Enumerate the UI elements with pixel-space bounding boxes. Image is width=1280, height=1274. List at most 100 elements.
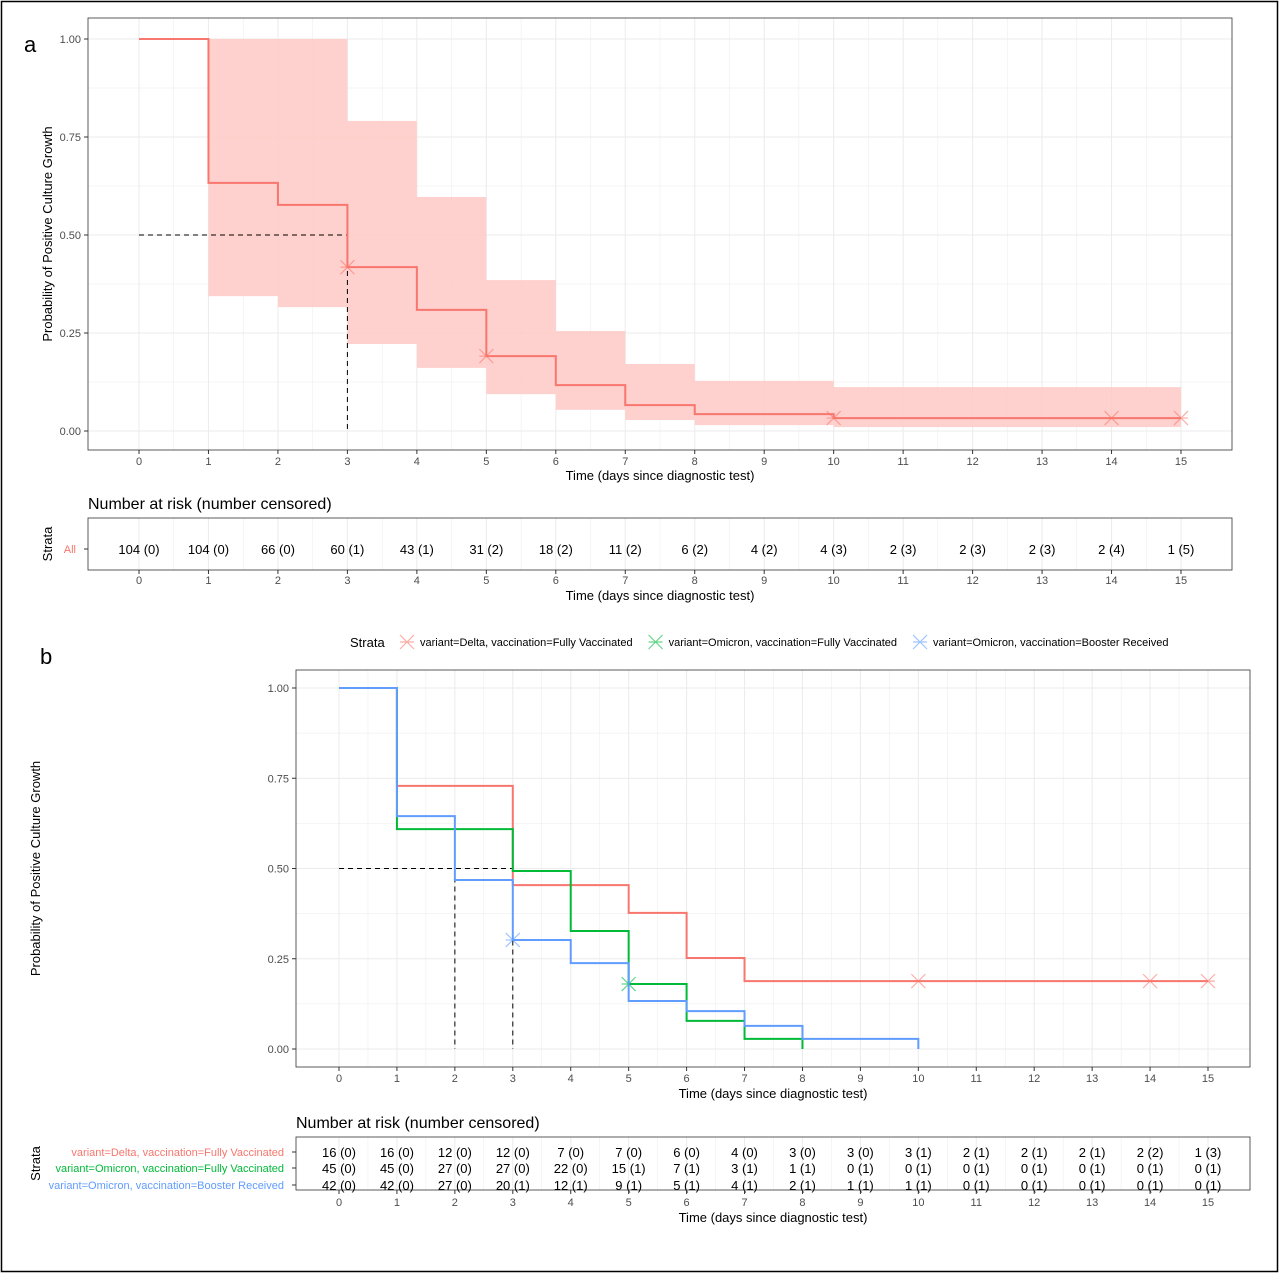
- risk-cell: 4 (1): [731, 1178, 758, 1193]
- x-tick-label: 3: [344, 456, 350, 468]
- risk-cell: 6 (0): [673, 1145, 700, 1160]
- risk-cell: 7 (0): [615, 1145, 642, 1160]
- legend-entry: variant=Omicron, vaccination=Fully Vacci…: [669, 637, 897, 649]
- risk-cell: 9 (1): [615, 1178, 642, 1193]
- y-tick-label: 0.75: [60, 132, 81, 144]
- risk-cell: 2 (3): [1029, 542, 1056, 557]
- x-tick-label: 3: [344, 575, 350, 587]
- survival-curve-1: [339, 687, 804, 1049]
- risk-cell: 22 (0): [554, 1161, 588, 1176]
- risk-cell: 7 (1): [673, 1161, 700, 1176]
- risk-cell: 45 (0): [322, 1161, 356, 1176]
- x-tick-label: 14: [1105, 575, 1117, 587]
- x-tick-label: 0: [336, 1197, 342, 1209]
- risk-cell: 18 (2): [539, 542, 573, 557]
- x-tick-label: 15: [1175, 456, 1187, 468]
- x-tick-label: 10: [828, 456, 840, 468]
- x-tick-label: 5: [626, 1073, 632, 1085]
- censor-mark: [910, 973, 926, 989]
- risk-table: Number at risk (number censored)All 104 (…: [40, 496, 1233, 603]
- risk-cell: 0 (1): [963, 1161, 990, 1176]
- x-tick-label: 7: [741, 1073, 747, 1085]
- censor-mark: [1200, 973, 1216, 989]
- x-tick-label: 9: [761, 575, 767, 587]
- x-tick-label: 8: [692, 575, 698, 587]
- risk-cell: 42 (0): [322, 1178, 356, 1193]
- risk-cell: 0 (1): [1195, 1161, 1222, 1176]
- confidence-band-segment: [208, 39, 278, 297]
- y-tick-label: 0.50: [268, 864, 289, 876]
- risk-cell: 0 (1): [1079, 1161, 1106, 1176]
- risk-table-title: Number at risk (number censored): [296, 1115, 540, 1132]
- censor-mark: [1104, 410, 1119, 426]
- x-tick-label: 6: [553, 575, 559, 587]
- risk-cell: 4 (3): [820, 542, 847, 557]
- risk-cell: 3 (1): [905, 1145, 932, 1160]
- risk-cell: 1 (3): [1195, 1145, 1222, 1160]
- x-tick-label: 3: [510, 1073, 516, 1085]
- risk-cell: 1 (1): [905, 1178, 932, 1193]
- x-tick-label: 4: [568, 1197, 574, 1209]
- x-tick-label: 6: [553, 456, 559, 468]
- x-tick-label: 0: [336, 1073, 342, 1085]
- x-tick-label: 11: [897, 456, 908, 468]
- risk-row-label: variant=Delta, vaccination=Fully Vaccina…: [71, 1147, 284, 1159]
- x-tick-label: 5: [626, 1197, 632, 1209]
- risk-cell: 27 (0): [438, 1161, 472, 1176]
- y-tick-label: 0.25: [268, 954, 289, 966]
- risk-row-label: variant=Omicron, vaccination=Fully Vacci…: [56, 1163, 284, 1175]
- x-tick-label: 10: [912, 1197, 924, 1209]
- risk-cell: 2 (2): [1137, 1145, 1164, 1160]
- x-tick-label: 8: [799, 1197, 805, 1209]
- risk-cell: 0 (1): [963, 1178, 990, 1193]
- risk-cell: 4 (2): [751, 542, 778, 557]
- risk-cell: 31 (2): [469, 542, 503, 557]
- x-tick-label: 4: [414, 575, 420, 587]
- risk-cell: 16 (0): [380, 1145, 414, 1160]
- x-tick-label: 12: [1028, 1073, 1040, 1085]
- x-tick-label: 13: [1036, 456, 1048, 468]
- x-tick-label: 13: [1086, 1197, 1098, 1209]
- risk-cell: 0 (1): [1137, 1178, 1164, 1193]
- x-tick-label: 8: [692, 456, 698, 468]
- risk-cell: 0 (1): [1137, 1161, 1164, 1176]
- risk-cell: 2 (3): [890, 542, 917, 557]
- x-tick-label: 15: [1202, 1197, 1214, 1209]
- panel-label-b: b: [40, 644, 52, 669]
- legend-entry: variant=Omicron, vaccination=Booster Rec…: [933, 637, 1168, 649]
- risk-cell: 1 (1): [789, 1161, 816, 1176]
- x-tick-label: 5: [483, 575, 489, 587]
- x-tick-label: 8: [799, 1073, 805, 1085]
- y-tick-label: 0.50: [60, 230, 81, 242]
- risk-cell: 16 (0): [322, 1145, 356, 1160]
- risk-cell: 3 (0): [847, 1145, 874, 1160]
- risk-cell: 0 (1): [1021, 1161, 1048, 1176]
- risk-cell: 60 (1): [330, 542, 364, 557]
- confidence-band-segment: [277, 39, 348, 308]
- x-tick-label: 15: [1175, 575, 1187, 587]
- risk-cell: 27 (0): [496, 1161, 530, 1176]
- confidence-band-segment: [625, 363, 695, 421]
- x-tick-label: 1: [205, 575, 211, 587]
- confidence-band-segment: [347, 120, 417, 344]
- legend-key-icon: [648, 634, 664, 650]
- panel-a: 0 1 2 3 4 5 6 7 8 9 10 11 12 13 14 150.000.250.500.751.…: [40, 17, 1233, 603]
- x-tick-label: 1: [205, 456, 211, 468]
- x-axis-label: Time (days since diagnostic test): [566, 468, 755, 483]
- risk-cell: 1 (1): [847, 1178, 874, 1193]
- risk-strata-label: Strata: [40, 526, 55, 561]
- risk-cell: 12 (0): [496, 1145, 530, 1160]
- risk-row-label: All: [64, 544, 76, 556]
- censor-mark: [339, 259, 355, 275]
- risk-cell: 11 (2): [609, 542, 642, 557]
- risk-cell: 45 (0): [380, 1161, 414, 1176]
- x-tick-label: 9: [761, 456, 767, 468]
- risk-cell: 0 (1): [905, 1161, 932, 1176]
- risk-cell: 12 (1): [554, 1178, 588, 1193]
- risk-table-border: [295, 1136, 1251, 1191]
- x-tick-label: 11: [971, 1197, 982, 1209]
- risk-cell: 2 (4): [1098, 542, 1125, 557]
- risk-table: Number at risk (number censored) variant=…: [28, 1115, 1251, 1225]
- risk-cell: 2 (1): [789, 1178, 816, 1193]
